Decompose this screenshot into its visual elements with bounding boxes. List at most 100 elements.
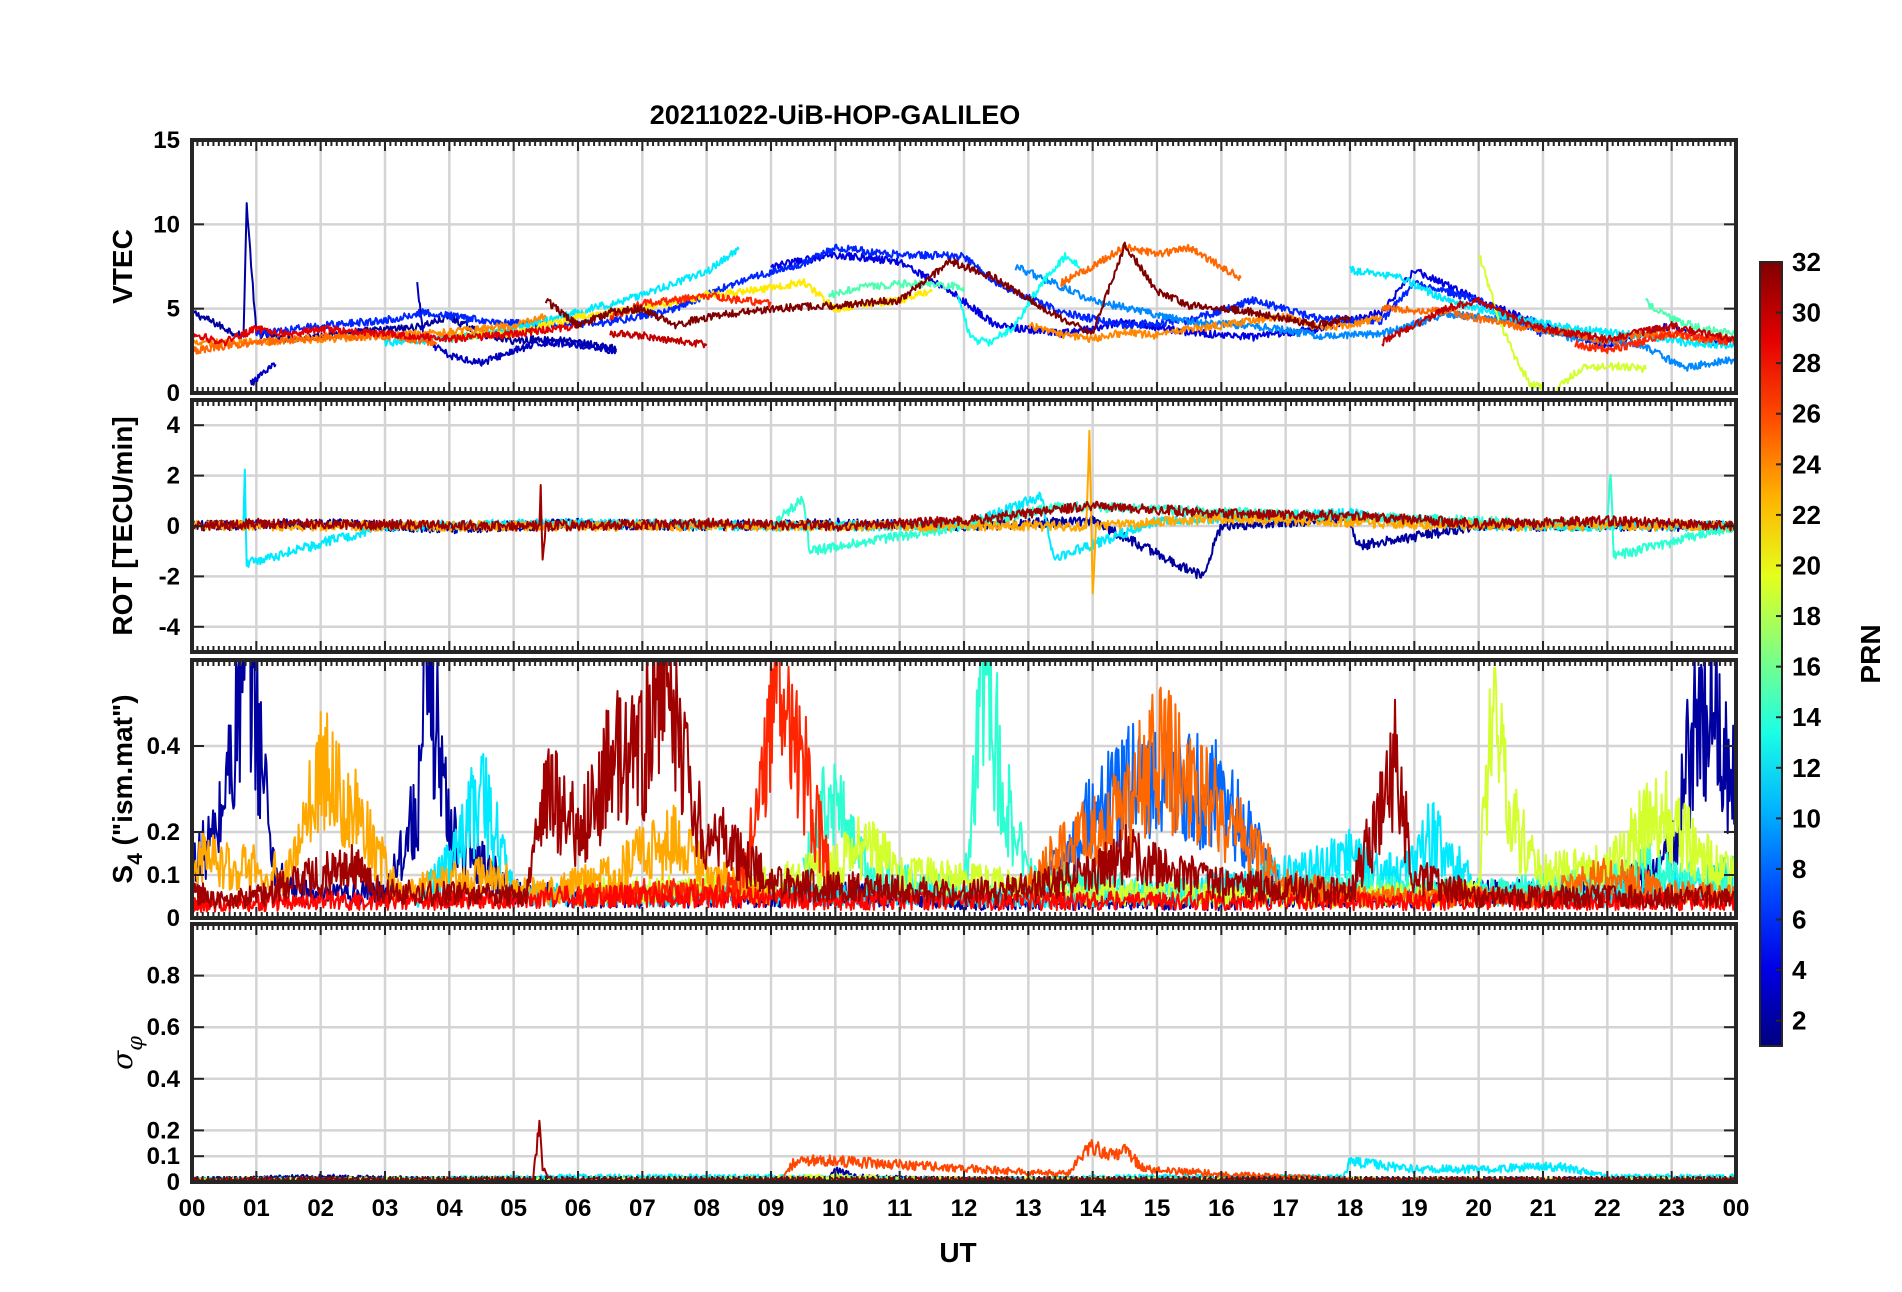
y-tick-label: 0.8	[147, 963, 180, 990]
x-tick-label: 14	[1079, 1195, 1106, 1222]
x-tick-label: 15	[1144, 1195, 1171, 1222]
panel-3: 0 0.1 0.2 0.4S4 ("ism.mat")	[107, 658, 1738, 932]
colorbar-label: PRN	[1855, 624, 1886, 683]
x-ticks	[191, 924, 1737, 1182]
y-axis: 0 5 10 15	[153, 127, 1736, 407]
series-prn-31-9	[192, 660, 1736, 909]
y-axis: 0 0.1 0.2 0.4	[147, 733, 1736, 932]
grid	[192, 400, 1736, 652]
series-group	[192, 660, 1736, 914]
series-prn-19-12	[1555, 361, 1647, 393]
grid	[192, 924, 1736, 1182]
colorbar-tick-label: 4	[1792, 955, 1807, 985]
series-prn-3-1	[416, 282, 618, 367]
x-tick-label: 03	[372, 1195, 399, 1222]
y-tick-label: 0	[167, 513, 180, 540]
colorbar-tick-label: 24	[1792, 449, 1821, 479]
series-prn-27-19	[609, 291, 772, 321]
colorbar-tick-label: 32	[1792, 247, 1821, 277]
x-tick-label: 21	[1530, 1195, 1557, 1222]
x-tick-label: 13	[1015, 1195, 1042, 1222]
series-prn-30-23	[1381, 296, 1736, 347]
x-tick-label: 09	[758, 1195, 785, 1222]
y-axis: -4 -2 0 2 4	[159, 412, 1736, 641]
colorbar-tick-label: 18	[1792, 601, 1821, 631]
series-group	[192, 202, 1736, 393]
series-prn-32-24	[544, 241, 1351, 335]
y-tick-label: 5	[167, 296, 180, 323]
y-tick-label: 0	[167, 905, 180, 932]
x-tick-label: 12	[951, 1195, 978, 1222]
y-axis-label: S4 ("ism.mat")	[107, 694, 147, 883]
colorbar-tick-label: 10	[1792, 803, 1821, 833]
x-tick-label: 19	[1401, 1195, 1428, 1222]
x-tick-label: 01	[243, 1195, 270, 1222]
x-ticks	[191, 400, 1737, 652]
y-tick-label: 10	[153, 211, 180, 238]
colorbar-tick-label: 20	[1792, 550, 1821, 580]
colorbar-tick-label: 6	[1792, 905, 1806, 935]
y-tick-label: -4	[159, 614, 181, 641]
y-tick-label: 0.2	[147, 1117, 180, 1144]
y-tick-label: 0	[167, 1169, 180, 1196]
y-axis: 00.10.2 0.4 0.6 0.8	[147, 963, 1736, 1196]
x-tick-label: 00	[1723, 1195, 1750, 1222]
y-tick-label: 2	[167, 463, 180, 490]
series-group	[192, 429, 1736, 595]
colorbar-scale	[1759, 261, 1783, 1047]
series-prn-3-2	[249, 362, 277, 386]
x-ticks	[191, 140, 1737, 393]
colorbar-tick-label: 12	[1792, 753, 1821, 783]
colorbar-tick-label: 8	[1792, 854, 1806, 884]
x-tick-label: 20	[1465, 1195, 1492, 1222]
x-ticks	[191, 660, 1737, 918]
series-prn-12-7	[1349, 265, 1736, 350]
series-prn-26-3	[782, 1139, 1351, 1182]
colorbar-tick-label: 16	[1792, 652, 1821, 682]
y-axis-label: σφ	[106, 1036, 147, 1070]
x-tick-label: 17	[1272, 1195, 1299, 1222]
series-prn-19-11	[1477, 254, 1544, 391]
y-tick-label: 0	[167, 380, 180, 407]
x-axis: 00 01 02 03 04 05 06 07 08 09 10 11 12 13 14 15 16 17 18 19…	[179, 1195, 1750, 1222]
series-prn-12-1	[242, 468, 1736, 568]
panel-4: 00.10.2 0.4 0.6 0.8 σφ	[106, 922, 1738, 1196]
x-tick-label: 02	[307, 1195, 334, 1222]
x-tick-label: 06	[565, 1195, 592, 1222]
y-axis-label: ROT [TECU/min]	[107, 416, 138, 635]
y-tick-label: 0.1	[147, 1143, 180, 1170]
y-tick-label: 0.1	[147, 862, 180, 889]
x-tick-label: 05	[500, 1195, 527, 1222]
panel-2: -4 -2 0 2 4 ROT [TECU/min]	[107, 398, 1738, 654]
series-prn-9-5	[1014, 264, 1736, 372]
series-prn-27-20	[1574, 330, 1736, 355]
colorbar-tick-label: 14	[1792, 702, 1821, 732]
series-prn-6-4	[255, 243, 1544, 338]
x-tick-label: 23	[1658, 1195, 1685, 1222]
series-prn-31-4	[192, 484, 1736, 561]
y-tick-label: 4	[167, 412, 181, 439]
colorbar-tick-label: 2	[1792, 1006, 1806, 1036]
colorbar-tick-label: 26	[1792, 399, 1821, 429]
panel-1: 0 5 10 15 VTEC	[107, 127, 1738, 407]
series-prn-15-9	[827, 279, 965, 299]
y-axis-label: VTEC	[107, 229, 138, 304]
x-axis-label: UT	[939, 1237, 976, 1268]
x-tick-label: 22	[1594, 1195, 1621, 1222]
x-tick-label: 04	[436, 1195, 463, 1222]
series-prn-13-8	[956, 252, 1081, 347]
chart-title: 20211022-UiB-HOP-GALILEO	[650, 100, 1021, 130]
series-prn-29-21	[192, 321, 579, 347]
x-tick-label: 18	[1337, 1195, 1364, 1222]
series-prn-25-17	[1060, 243, 1242, 288]
y-tick-label: 0.6	[147, 1014, 180, 1041]
x-tick-label: 11	[887, 1195, 912, 1222]
colorbar-tick-label: 30	[1792, 298, 1821, 328]
y-tick-label: 0.4	[147, 1066, 181, 1093]
y-tick-label: -2	[159, 563, 180, 590]
x-tick-label: 10	[822, 1195, 849, 1222]
y-tick-label: 15	[153, 127, 180, 154]
y-tick-label: 0.2	[147, 819, 180, 846]
